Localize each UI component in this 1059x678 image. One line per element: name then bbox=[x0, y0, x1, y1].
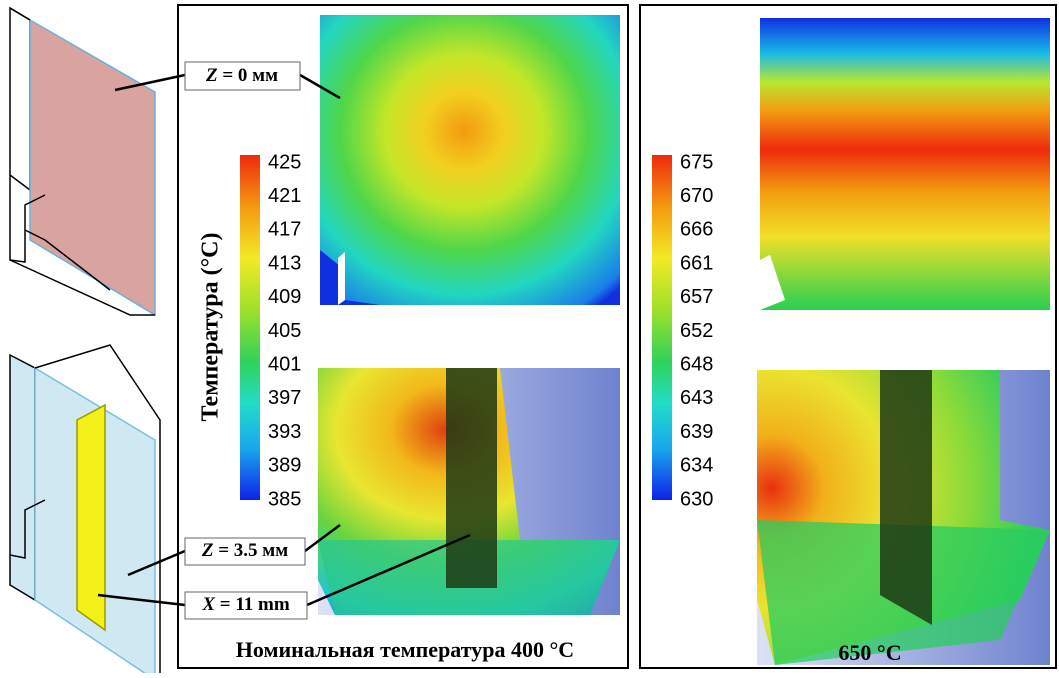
colorbar-tick-label: 661 bbox=[680, 252, 713, 274]
contour-3d-400 bbox=[318, 368, 620, 615]
colorbar-tick-label: 648 bbox=[680, 353, 713, 375]
colorbar-tick-label: 657 bbox=[680, 286, 713, 308]
text: = 0 мм bbox=[222, 65, 278, 86]
contour-z0-400 bbox=[320, 15, 620, 305]
text: = 3.5 мм bbox=[218, 540, 288, 561]
callouts bbox=[97, 73, 471, 607]
colorbar-tick-label: 425 bbox=[268, 151, 301, 173]
colorbar-tick-label: 666 bbox=[680, 219, 713, 241]
section-label: Z = 0 мм bbox=[205, 65, 278, 86]
caption: Номинальная температура 400 °C bbox=[236, 637, 574, 662]
schematic-bottom bbox=[9, 344, 161, 678]
contour-3d-650 bbox=[757, 370, 1050, 665]
colorbar-tick-label: 385 bbox=[268, 488, 301, 510]
colorbar-tick-label: 652 bbox=[680, 320, 713, 342]
panel-frame bbox=[639, 4, 1057, 669]
colorbar bbox=[652, 155, 672, 500]
label-boxes bbox=[184, 61, 308, 620]
contour-z0-650 bbox=[760, 18, 1050, 310]
colorbar-tick-label: 413 bbox=[268, 252, 301, 274]
colorbar-tick-label: 630 bbox=[680, 488, 713, 510]
colorbar-tick-label: 634 bbox=[680, 455, 713, 477]
colorbar-tick-label: 417 bbox=[268, 219, 301, 241]
colorbar-title: Температура (°C) bbox=[198, 232, 224, 421]
colorbar-tick-label: 643 bbox=[680, 387, 713, 409]
colorbar-tick-label: 639 bbox=[680, 421, 713, 443]
colorbar-tick-label: 405 bbox=[268, 320, 301, 342]
panel-frame bbox=[177, 4, 629, 669]
var: Z bbox=[205, 65, 218, 86]
colorbar-tick-label: 401 bbox=[268, 353, 301, 375]
colorbar-tick-label: 675 bbox=[680, 151, 713, 173]
var: Z bbox=[201, 540, 214, 561]
colorbar-tick-label: 397 bbox=[268, 387, 301, 409]
colorbar-tick-label: 409 bbox=[268, 286, 301, 308]
colorbar bbox=[240, 155, 260, 500]
section-label: Z = 3.5 мм bbox=[201, 540, 288, 561]
var: X bbox=[201, 594, 216, 615]
colorbar-tick-label: 670 bbox=[680, 185, 713, 207]
colorbar-tick-label: 421 bbox=[268, 185, 301, 207]
colorbar-tick-label: 393 bbox=[268, 421, 301, 443]
section-label: X = 11 mm bbox=[201, 594, 290, 615]
schematic-top bbox=[9, 6, 156, 317]
text: = 11 mm bbox=[220, 594, 290, 615]
caption: 650 °C bbox=[838, 640, 901, 665]
colorbar-tick-label: 389 bbox=[268, 455, 301, 477]
